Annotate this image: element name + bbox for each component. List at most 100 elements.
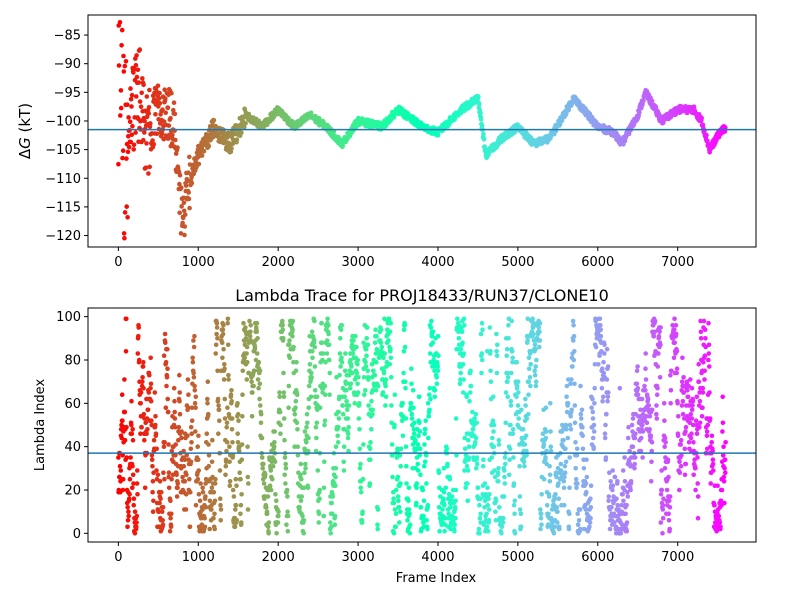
- bottom-data-point: [683, 429, 688, 434]
- bottom-data-point: [413, 437, 418, 443]
- bottom-data-point: [678, 442, 683, 447]
- bottom-data-point: [432, 388, 438, 393]
- bottom-data-point: [260, 466, 266, 471]
- bottom-data-point: [485, 485, 490, 491]
- bottom-data-point: [191, 344, 197, 350]
- bottom-data-point: [281, 416, 287, 421]
- bottom-data-point: [683, 461, 689, 467]
- bottom-data-point: [512, 511, 517, 517]
- bottom-data-point: [214, 325, 220, 330]
- bottom-data-point: [505, 375, 511, 380]
- bottom-data-point: [680, 398, 686, 404]
- bottom-data-point: [336, 409, 342, 415]
- bottom-data-point: [507, 472, 512, 478]
- top-data-point: [142, 130, 147, 135]
- bottom-data-point: [671, 355, 677, 361]
- bottom-data-point: [628, 479, 634, 484]
- bottom-data-point: [259, 455, 265, 460]
- bottom-data-point: [689, 416, 695, 421]
- bottom-data-point: [676, 414, 681, 419]
- bottom-data-point: [236, 418, 241, 424]
- bottom-data-point: [254, 351, 260, 356]
- top-data-point: [179, 204, 184, 209]
- bottom-data-point: [205, 401, 210, 406]
- bottom-data-point: [326, 323, 331, 328]
- bottom-data-point: [212, 511, 217, 517]
- bottom-data-point: [183, 492, 189, 497]
- top-data-point: [173, 137, 178, 143]
- bottom-data-point: [250, 390, 255, 395]
- bottom-data-point: [408, 401, 414, 406]
- bottom-data-point: [285, 528, 291, 534]
- bottom-data-point: [624, 502, 629, 508]
- bottom-data-point: [583, 507, 589, 512]
- bottom-data-point: [571, 323, 576, 328]
- bottom-data-point: [435, 364, 441, 369]
- bottom-data-point: [474, 455, 480, 460]
- bottom-data-point: [525, 338, 530, 343]
- bottom-data-point: [491, 422, 497, 428]
- bottom-data-point: [403, 379, 408, 385]
- bottom-data-point: [423, 427, 428, 432]
- bottom-data-point: [512, 498, 518, 504]
- bottom-data-point: [461, 377, 466, 382]
- bottom-data-point: [510, 355, 515, 361]
- top-data-point: [186, 196, 192, 202]
- bottom-data-point: [537, 338, 543, 343]
- bottom-data-point: [591, 422, 597, 428]
- bottom-data-point: [120, 476, 126, 482]
- top-data-point: [182, 224, 188, 229]
- bottom-data-point: [383, 383, 388, 389]
- bottom-data-point: [489, 455, 495, 460]
- bottom-data-point: [317, 405, 323, 411]
- bottom-data-point: [580, 424, 585, 430]
- bottom-data-point: [600, 366, 605, 372]
- bottom-data-point: [256, 385, 261, 391]
- bottom-data-point: [322, 383, 328, 389]
- bottom-data-point: [698, 329, 704, 335]
- bottom-data-point: [189, 418, 195, 424]
- top-data-point: [187, 154, 192, 160]
- bottom-data-point: [381, 370, 387, 376]
- bottom-data-point: [364, 336, 370, 341]
- bottom-data-point: [557, 526, 562, 532]
- bottom-data-point: [604, 346, 610, 352]
- bottom-data-point: [390, 453, 395, 458]
- bottom-data-point: [295, 453, 301, 458]
- bottom-data-point: [338, 336, 343, 341]
- bottom-data-point: [444, 446, 450, 452]
- bottom-data-point: [548, 429, 553, 434]
- top-data-point: [161, 119, 167, 124]
- top-data-point: [234, 137, 240, 142]
- bottom-data-point: [247, 333, 253, 339]
- bottom-data-point: [236, 448, 242, 454]
- bottom-data-point: [211, 489, 217, 495]
- bottom-data-point: [659, 487, 665, 493]
- bottom-data-point: [425, 401, 431, 406]
- bottom-data-point: [702, 368, 707, 374]
- bottom-data-point: [328, 520, 333, 525]
- bottom-data-point: [285, 494, 290, 499]
- bottom-data-point: [134, 520, 139, 525]
- bottom-data-point: [640, 455, 645, 460]
- bottom-data-point: [432, 368, 437, 374]
- bottom-data-point: [356, 375, 361, 380]
- bottom-data-point: [605, 398, 610, 404]
- bottom-data-point: [227, 459, 232, 465]
- top-data-point: [141, 82, 146, 88]
- bottom-data-point: [193, 394, 199, 400]
- bottom-data-point: [588, 505, 594, 510]
- bottom-data-point: [658, 325, 663, 330]
- top-data-point: [138, 104, 144, 109]
- bottom-data-point: [601, 359, 606, 365]
- bottom-data-point: [720, 394, 725, 400]
- bottom-data-point: [490, 418, 496, 424]
- bottom-data-point: [342, 368, 348, 374]
- bottom-data-point: [358, 461, 363, 467]
- bottom-data-point: [651, 333, 657, 339]
- bottom-data-point: [452, 528, 457, 534]
- bottom-data-point: [697, 390, 702, 395]
- bottom-data-point: [681, 375, 686, 380]
- bottom-data-point: [418, 472, 423, 478]
- bottom-data-point: [181, 463, 187, 469]
